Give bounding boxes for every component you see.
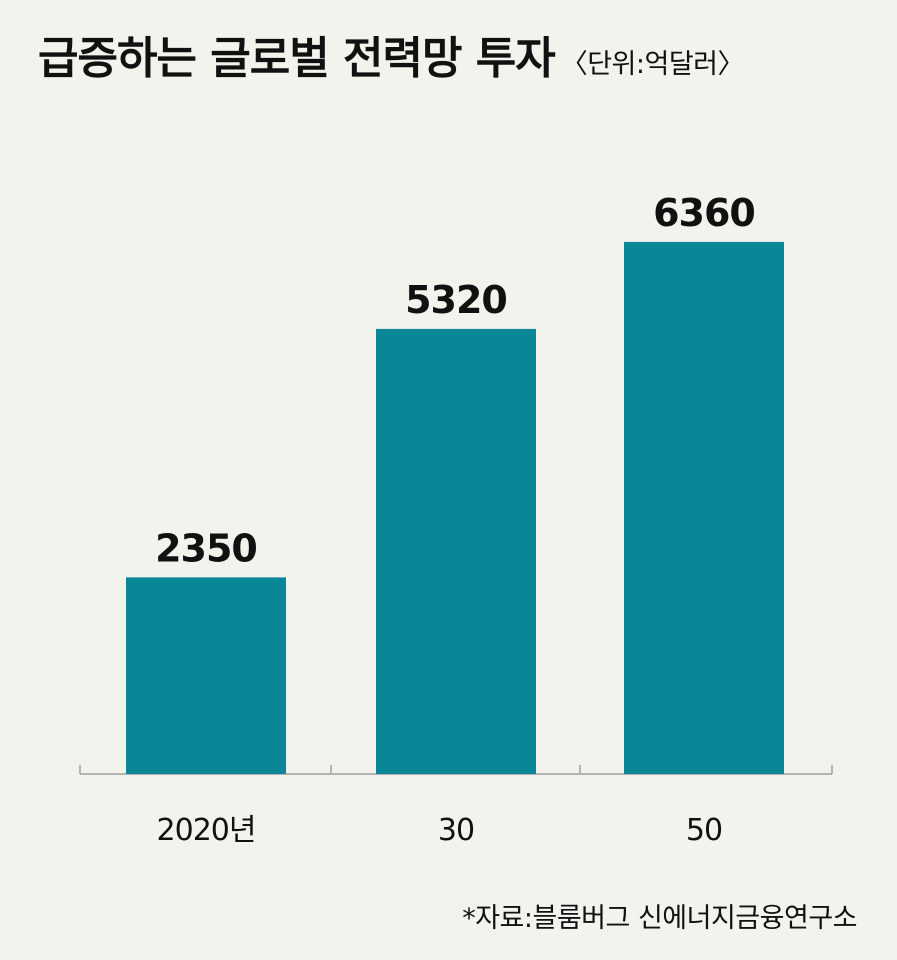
bar-2 bbox=[624, 241, 784, 775]
data-label-0: 2350 bbox=[155, 526, 257, 570]
x-tick-label-1: 30 bbox=[438, 813, 474, 848]
bar-1 bbox=[376, 328, 536, 774]
bar-0 bbox=[126, 577, 286, 774]
title-row: 급증하는 글로벌 전력망 투자 〈단위:억달러〉 bbox=[38, 22, 745, 86]
x-tick-label-0: 2020년 bbox=[157, 813, 256, 848]
source-note: *자료:블룸버그 신에너지금융연구소 bbox=[462, 903, 857, 934]
data-label-1: 5320 bbox=[405, 278, 507, 322]
chart-title: 급증하는 글로벌 전력망 투자 bbox=[38, 33, 556, 84]
x-tick-label-2: 50 bbox=[686, 813, 722, 848]
unit-label: 〈단위:억달러〉 bbox=[560, 49, 745, 80]
data-label-2: 6360 bbox=[653, 191, 755, 235]
